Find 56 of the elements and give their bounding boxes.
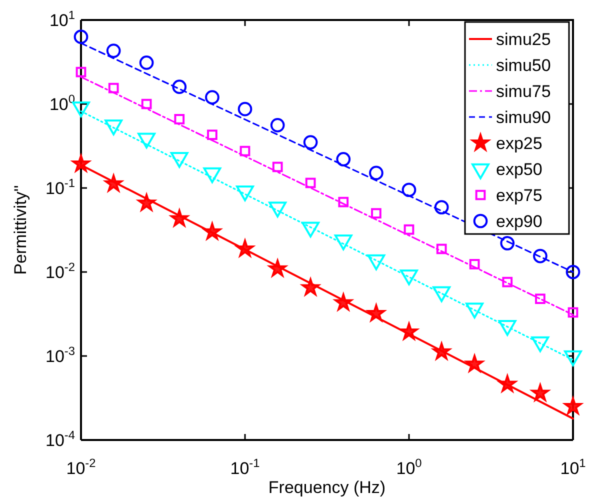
y-tick-label: 10$^{-3}$ <box>46 344 76 366</box>
point <box>371 208 382 218</box>
legend-label: exp75 <box>496 186 542 205</box>
point <box>466 354 484 372</box>
point <box>76 66 86 78</box>
point <box>469 258 480 270</box>
x-tick-label: 10$^{-1}$ <box>230 456 260 478</box>
point <box>535 294 546 304</box>
legend-label: simu90 <box>496 108 551 127</box>
point <box>240 146 250 156</box>
point <box>305 178 316 188</box>
point <box>138 194 156 211</box>
y-tick-label: 10$^{-2}$ <box>46 260 76 282</box>
point <box>236 240 254 257</box>
point <box>141 98 152 110</box>
legend-label: simu50 <box>496 56 551 75</box>
point <box>270 118 285 132</box>
point <box>400 322 418 340</box>
point <box>238 102 252 116</box>
point <box>72 154 90 172</box>
point <box>74 30 88 44</box>
point <box>172 80 187 94</box>
point <box>568 307 578 318</box>
point <box>500 236 515 250</box>
legend-label: simu75 <box>496 82 551 101</box>
point <box>369 166 384 180</box>
point <box>336 152 351 166</box>
point <box>533 248 548 264</box>
point <box>207 130 218 140</box>
x-tick-label: 10$^{0}$ <box>396 456 422 478</box>
y-axis-title: Permittivity'' <box>11 185 30 275</box>
point <box>502 276 513 288</box>
legend-label: exp50 <box>496 160 542 179</box>
point <box>272 162 283 172</box>
point <box>436 244 447 254</box>
point <box>404 224 414 235</box>
point <box>564 397 582 414</box>
legend-label: exp25 <box>496 134 542 153</box>
y-tick-label: 10$^{-1}$ <box>46 176 76 198</box>
x-tick-label: 10$^{-2}$ <box>66 456 96 478</box>
point <box>108 82 119 94</box>
point <box>106 44 121 58</box>
point <box>205 90 220 105</box>
point <box>139 56 154 70</box>
point <box>402 182 416 198</box>
x-tick-label: 10$^{1}$ <box>560 456 586 478</box>
legend-label: simu25 <box>496 30 551 49</box>
y-tick-label: 10$^{-4}$ <box>46 428 76 450</box>
point <box>174 114 185 124</box>
point <box>303 135 318 150</box>
point <box>566 264 580 280</box>
point <box>338 196 349 208</box>
x-axis-title: Frequency (Hz) <box>268 478 386 497</box>
y-tick-label: 10$^{1}$ <box>49 8 76 30</box>
legend-label: exp90 <box>496 212 542 231</box>
point <box>434 200 449 214</box>
